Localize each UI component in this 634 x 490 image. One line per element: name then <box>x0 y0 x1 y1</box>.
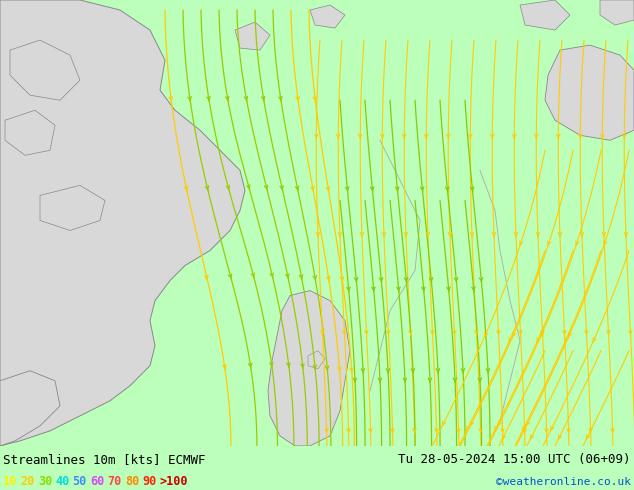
Polygon shape <box>40 185 105 230</box>
Text: ©weatheronline.co.uk: ©weatheronline.co.uk <box>496 477 631 487</box>
Polygon shape <box>5 110 55 155</box>
Polygon shape <box>600 0 634 25</box>
Text: 40: 40 <box>55 475 70 489</box>
Polygon shape <box>520 0 570 30</box>
Polygon shape <box>0 0 245 446</box>
Text: Streamlines 10m [kts] ECMWF: Streamlines 10m [kts] ECMWF <box>3 453 205 466</box>
Text: 90: 90 <box>142 475 157 489</box>
Polygon shape <box>545 45 634 140</box>
Text: 70: 70 <box>107 475 122 489</box>
Text: 80: 80 <box>125 475 139 489</box>
Text: 60: 60 <box>90 475 104 489</box>
Text: >100: >100 <box>160 475 188 489</box>
Text: 10: 10 <box>3 475 17 489</box>
Polygon shape <box>308 351 325 369</box>
Polygon shape <box>235 22 270 50</box>
Polygon shape <box>310 5 345 28</box>
Text: 20: 20 <box>20 475 35 489</box>
Text: Tu 28-05-2024 15:00 UTC (06+09): Tu 28-05-2024 15:00 UTC (06+09) <box>399 453 631 466</box>
Polygon shape <box>0 371 60 446</box>
Text: 50: 50 <box>73 475 87 489</box>
Polygon shape <box>10 40 80 100</box>
Polygon shape <box>268 291 350 446</box>
Text: 30: 30 <box>38 475 52 489</box>
